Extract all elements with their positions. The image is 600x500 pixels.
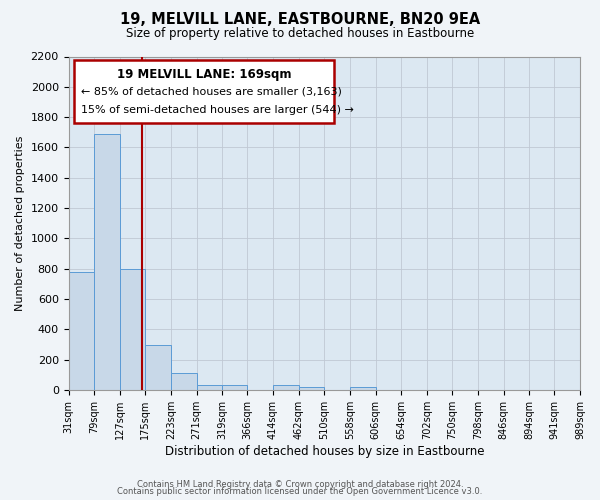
Text: 15% of semi-detached houses are larger (544) →: 15% of semi-detached houses are larger (… [82,105,354,115]
Text: Size of property relative to detached houses in Eastbourne: Size of property relative to detached ho… [126,28,474,40]
Text: 19 MELVILL LANE: 169sqm: 19 MELVILL LANE: 169sqm [117,68,292,81]
Text: ← 85% of detached houses are smaller (3,163): ← 85% of detached houses are smaller (3,… [82,86,342,97]
Bar [94,134,120,390]
Text: Contains HM Land Registry data © Crown copyright and database right 2024.: Contains HM Land Registry data © Crown c… [137,480,463,489]
Bar [145,345,171,390]
Text: 19, MELVILL LANE, EASTBOURNE, BN20 9EA: 19, MELVILL LANE, EASTBOURNE, BN20 9EA [120,12,480,28]
Text: Contains public sector information licensed under the Open Government Licence v3: Contains public sector information licen… [118,488,482,496]
Bar [68,272,94,390]
Bar [299,387,324,390]
X-axis label: Distribution of detached houses by size in Eastbourne: Distribution of detached houses by size … [164,444,484,458]
Bar [120,268,145,390]
Bar [273,384,299,390]
Bar [197,384,222,390]
Bar [171,373,197,390]
FancyBboxPatch shape [74,60,334,123]
Bar [222,384,247,390]
Y-axis label: Number of detached properties: Number of detached properties [15,136,25,311]
Bar [350,387,376,390]
